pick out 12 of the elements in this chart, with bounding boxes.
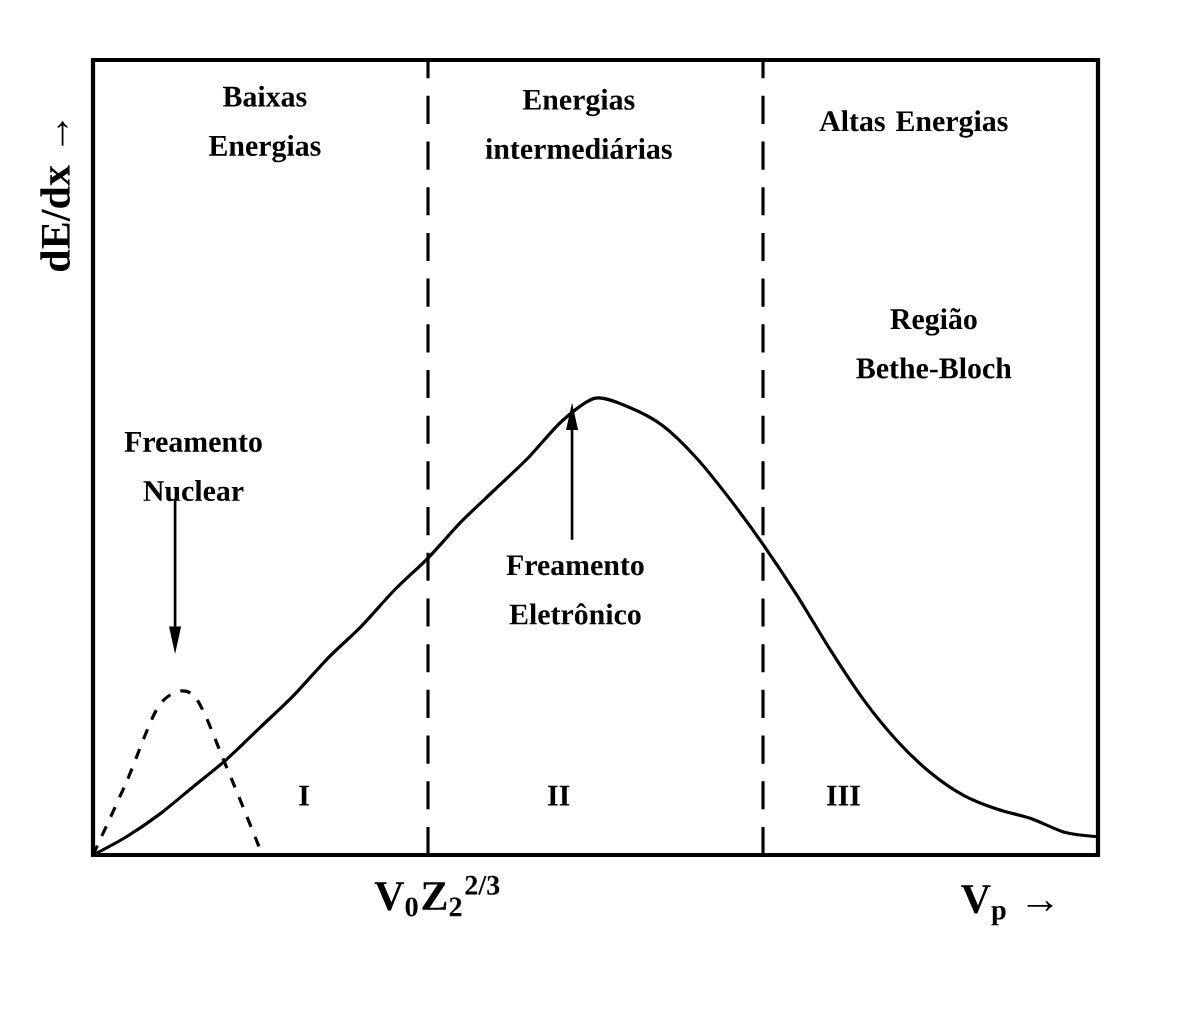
text: Energias intermediárias: [485, 88, 672, 160]
annotation: Freamento Eletrônico: [506, 555, 644, 625]
annotation: II: [548, 785, 570, 806]
annotation: I: [299, 785, 309, 806]
x-axis-title: V$_{p}$ →: [961, 885, 1053, 926]
text: Região Bethe-Bloch: [856, 308, 1012, 379]
text: Altas Energias: [819, 110, 1008, 138]
annotation: Freamento Nuclear: [124, 432, 262, 502]
annotation: III: [826, 785, 860, 806]
text: V$_{0}$Z$_{2}$2/3: [374, 875, 500, 917]
text: Baixas Energias: [208, 85, 321, 163]
y-axis-title: dE/dx →: [40, 120, 70, 272]
